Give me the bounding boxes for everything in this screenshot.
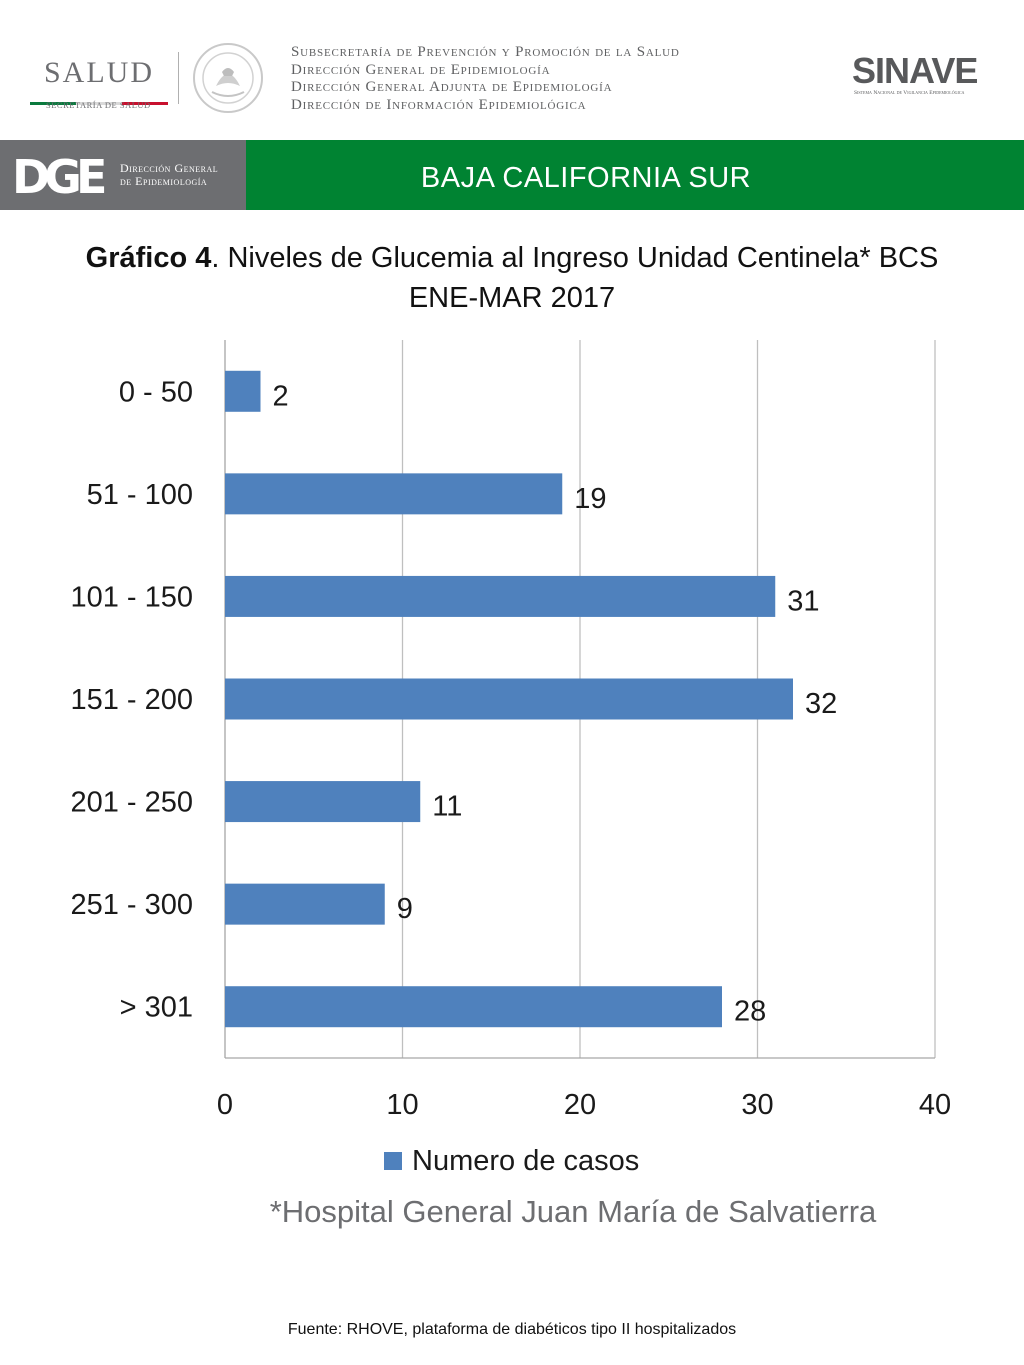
subsecretaria-line: Dirección General Adjunta de Epidemiolog… (291, 79, 613, 95)
bar (225, 678, 793, 720)
data-label: 2 (273, 380, 289, 412)
state-banner: DGE Dirección General de Epidemiología B… (0, 140, 1024, 210)
salud-logo-word: SALUD (44, 56, 155, 89)
bar (225, 575, 776, 617)
header-divider (178, 52, 179, 104)
x-tick-label: 40 (919, 1089, 951, 1121)
legend-swatch (384, 1152, 402, 1170)
bar (225, 473, 563, 515)
legend-label: Numero de casos (412, 1144, 640, 1177)
data-label: 11 (432, 791, 462, 823)
subsecretaria-line: Dirección General de Epidemiología (291, 61, 551, 78)
x-tick-label: 0 (217, 1089, 233, 1121)
dge-text-line: de Epidemiología (120, 174, 208, 188)
chart-subtitle: ENE-MAR 2017 (408, 282, 616, 314)
bar (225, 883, 385, 925)
dge-banner-block: DGE Dirección General de Epidemiología (0, 140, 246, 210)
salud-logo: SALUD SECRETARÍA DE SALUD (28, 52, 178, 112)
bar (225, 986, 722, 1028)
hospital-footnote: *Hospital General Juan María de Salvatie… (269, 1194, 877, 1229)
data-label: 32 (805, 688, 837, 720)
x-tick-label: 10 (386, 1089, 418, 1121)
bar (225, 370, 261, 412)
chart-title-rest: . Niveles de Glucemia al Ingreso Unidad … (211, 242, 939, 274)
y-tick-label: 0 - 50 (119, 376, 193, 408)
coat-of-arms-seal-icon (193, 43, 263, 113)
y-tick-label: 151 - 200 (70, 684, 193, 716)
x-tick-label: 30 (741, 1089, 773, 1121)
bar (225, 781, 421, 823)
y-tick-label: > 301 (120, 992, 193, 1024)
data-label: 9 (397, 893, 413, 925)
dge-logo-mark: DGE (12, 150, 107, 204)
sinave-logo-word: SINAVE (852, 50, 978, 91)
chart-legend: Numero de casos (384, 1143, 639, 1179)
y-tick-label: 51 - 100 (87, 479, 193, 511)
data-label: 31 (787, 585, 819, 617)
subsecretaria-block: Subsecretaría de Prevención y Promoción … (291, 44, 680, 114)
sinave-logo: SINAVE Sistema Nacional de Vigilancia Ep… (852, 46, 992, 98)
data-label: 28 (734, 996, 766, 1028)
subsecretaria-line: Dirección de Información Epidemiológica (291, 96, 587, 113)
y-tick-label: 201 - 250 (70, 787, 193, 819)
chart-title: Gráfico 4. Niveles de Glucemia al Ingres… (0, 238, 1024, 318)
salud-logo-subtitle: SECRETARÍA DE SALUD (46, 100, 151, 110)
salud-logo-tricolor (30, 92, 168, 105)
state-title-block: BAJA CALIFORNIA SUR (246, 140, 1024, 210)
source-note: Fuente: RHOVE, plataforma de diabéticos … (287, 1321, 737, 1338)
chart-title-bold: Gráfico 4 (85, 242, 212, 274)
header: SALUD SECRETARÍA DE SALUD Subsecretaría … (0, 0, 1024, 140)
x-tick-label: 20 (564, 1089, 596, 1121)
dge-text-line: Dirección General (120, 161, 219, 175)
state-title: BAJA CALIFORNIA SUR (420, 162, 752, 194)
y-tick-label: 251 - 300 (70, 889, 193, 921)
dge-logo-text: Dirección General de Epidemiología (120, 162, 218, 188)
sinave-logo-subtitle: Sistema Nacional de Vigilancia Epidemiol… (854, 90, 965, 96)
data-label: 19 (574, 483, 606, 515)
y-tick-label: 101 - 150 (70, 581, 193, 613)
subsecretaria-line: Subsecretaría de Prevención y Promoción … (291, 44, 680, 60)
